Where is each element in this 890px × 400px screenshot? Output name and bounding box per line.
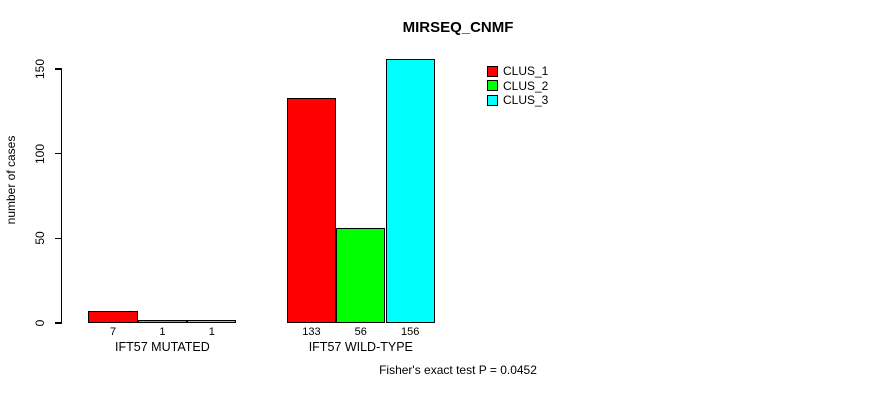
fisher-test-annotation: Fisher's exact test P = 0.0452: [379, 363, 537, 377]
bar-value-clus-3-ift57-wild-type: 156: [401, 326, 420, 338]
legend-item-clus-3: CLUS_3: [487, 93, 548, 108]
legend-label-clus-3: CLUS_3: [503, 93, 549, 108]
bar-clus-2-ift57-wild-type: [336, 228, 386, 323]
legend-swatch-clus-1: [487, 65, 498, 77]
y-tick-mark-50: [54, 237, 62, 239]
legend-label-clus-2: CLUS_2: [503, 78, 549, 93]
y-tick-mark-100: [54, 153, 62, 155]
y-tick-mark-0: [54, 322, 62, 324]
bar-value-clus-1-ift57-wild-type: 133: [302, 326, 321, 338]
legend-item-clus-2: CLUS_2: [487, 79, 548, 94]
bar-value-clus-3-ift57-mutated: 1: [208, 326, 215, 338]
bar-value-clus-1-ift57-mutated: 7: [109, 326, 117, 338]
legend-item-clus-1: CLUS_1: [487, 64, 548, 79]
y-tick-label-50: 50: [33, 231, 47, 246]
chart-title: MIRSEQ_CNMF: [402, 19, 514, 36]
legend-swatch-clus-2: [487, 80, 498, 92]
legend-swatch-clus-3: [487, 94, 498, 106]
legend-label-clus-1: CLUS_1: [503, 64, 549, 79]
bar-clus-2-ift57-mutated: [137, 320, 188, 323]
y-tick-label-0: 0: [33, 319, 47, 327]
y-axis-label: number of cases: [4, 135, 18, 225]
bar-clus-3-ift57-wild-type: [385, 58, 435, 323]
bar-clus-1-ift57-mutated: [88, 311, 138, 323]
y-tick-label-150: 150: [33, 59, 47, 80]
group-label-ift57-mutated: IFT57 MUTATED: [115, 340, 210, 354]
bar-value-clus-2-ift57-mutated: 1: [159, 326, 166, 338]
bar-clus-1-ift57-wild-type: [286, 97, 337, 323]
group-label-ift57-wild-type: IFT57 WILD-TYPE: [308, 340, 413, 354]
y-tick-label-100: 100: [33, 143, 47, 164]
legend: CLUS_1 CLUS_2 CLUS_3: [487, 64, 548, 108]
y-tick-mark-150: [54, 68, 62, 70]
bar-value-clus-2-ift57-wild-type: 56: [354, 326, 367, 338]
y-axis-line: [61, 69, 63, 323]
bar-clus-3-ift57-mutated: [187, 320, 237, 323]
